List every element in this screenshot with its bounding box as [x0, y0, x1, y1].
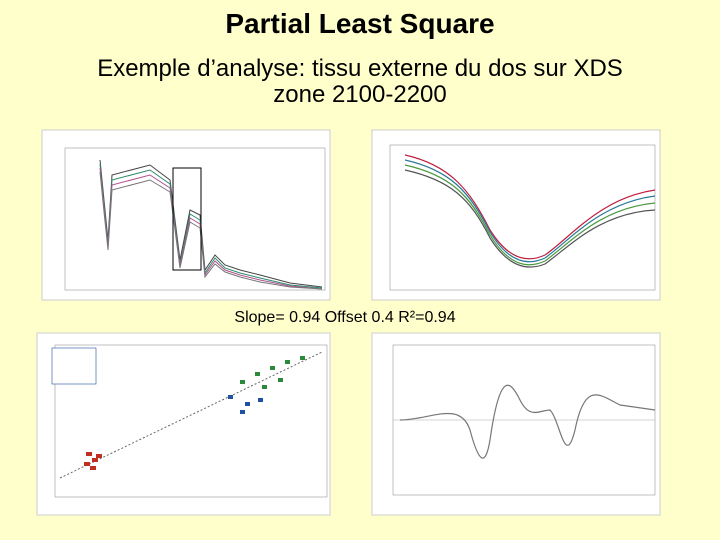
subtitle: Exemple d’analyse: tissu externe du dos …: [97, 55, 623, 108]
spectra-panel: [41, 129, 331, 301]
coefficient-panel: [371, 332, 661, 516]
regression-panel: [36, 332, 331, 516]
title: Partial Least Square: [225, 8, 495, 39]
zoom-panel: [371, 129, 661, 301]
caption: Slope= 0.94 Offset 0.4 R²=0.94: [234, 309, 456, 326]
